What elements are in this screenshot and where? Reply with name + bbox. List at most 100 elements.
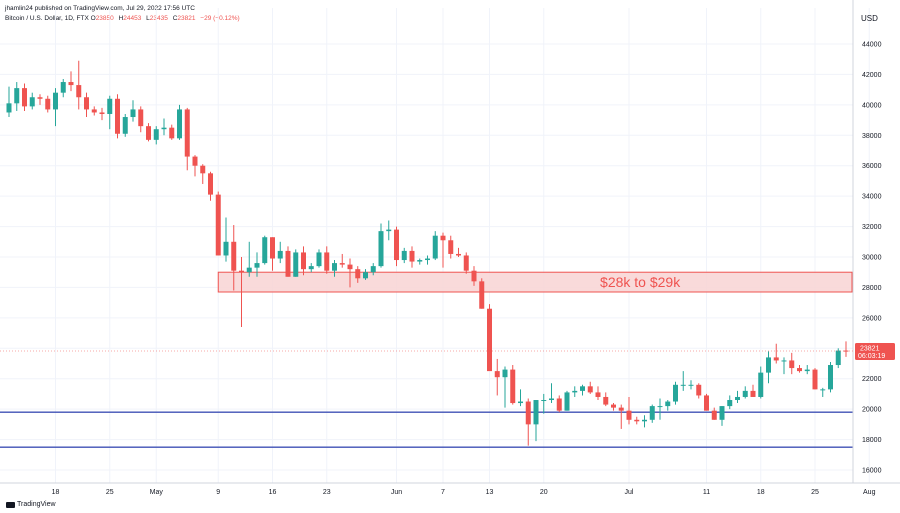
candle[interactable] — [45, 95, 51, 113]
candle[interactable] — [91, 106, 97, 116]
candle[interactable] — [293, 249, 299, 277]
candle[interactable] — [339, 253, 345, 268]
candle[interactable] — [642, 415, 647, 428]
candle[interactable] — [665, 400, 671, 411]
candle[interactable] — [239, 257, 244, 327]
candle[interactable] — [53, 88, 58, 127]
candle[interactable] — [456, 247, 461, 257]
candle[interactable] — [425, 255, 430, 265]
candle[interactable] — [510, 365, 516, 405]
candle[interactable] — [192, 155, 198, 177]
candle[interactable] — [29, 92, 35, 110]
candle[interactable] — [556, 395, 562, 413]
candle[interactable] — [618, 404, 624, 429]
candle[interactable] — [564, 390, 570, 411]
candle[interactable] — [487, 304, 492, 372]
candle[interactable] — [386, 220, 392, 241]
candle[interactable] — [572, 386, 578, 397]
candle[interactable] — [200, 164, 206, 184]
candle[interactable] — [99, 107, 105, 121]
candle[interactable] — [471, 266, 477, 286]
candle[interactable] — [270, 237, 275, 271]
candle[interactable] — [432, 231, 438, 261]
candle[interactable] — [649, 404, 655, 423]
candle[interactable] — [634, 416, 640, 425]
candle[interactable] — [843, 341, 849, 357]
candle[interactable] — [541, 393, 547, 414]
candle[interactable] — [409, 246, 415, 268]
candle[interactable] — [719, 406, 725, 426]
candle[interactable] — [169, 124, 175, 140]
candle[interactable] — [804, 365, 810, 375]
candle[interactable] — [262, 235, 268, 265]
candle[interactable] — [394, 226, 399, 267]
candle[interactable] — [254, 252, 260, 277]
candle[interactable] — [153, 126, 159, 145]
candle[interactable] — [750, 384, 756, 397]
candle[interactable] — [502, 366, 508, 408]
candle[interactable] — [611, 403, 616, 411]
candle[interactable] — [363, 269, 368, 280]
candle[interactable] — [680, 371, 686, 391]
candle[interactable] — [138, 106, 144, 133]
candle[interactable] — [533, 400, 539, 442]
candles[interactable] — [6, 60, 849, 446]
candle[interactable] — [378, 223, 384, 268]
candle[interactable] — [595, 386, 601, 401]
candle[interactable] — [177, 104, 182, 140]
candle[interactable] — [316, 249, 322, 268]
candle[interactable] — [208, 171, 213, 201]
candle[interactable] — [835, 348, 841, 369]
candle[interactable] — [37, 94, 43, 105]
candle[interactable] — [215, 191, 221, 256]
candle[interactable] — [115, 94, 120, 139]
candle[interactable] — [324, 246, 330, 274]
candle[interactable] — [773, 343, 779, 364]
candle[interactable] — [626, 396, 632, 425]
candle[interactable] — [68, 71, 74, 92]
candle[interactable] — [580, 384, 585, 396]
candle[interactable] — [603, 392, 609, 407]
candle[interactable] — [246, 241, 252, 277]
candle[interactable] — [727, 395, 733, 410]
candle[interactable] — [347, 258, 353, 288]
candle[interactable] — [417, 258, 423, 265]
candle[interactable] — [301, 246, 306, 276]
candle[interactable] — [494, 358, 500, 396]
candle[interactable] — [673, 381, 678, 405]
candle[interactable] — [696, 383, 702, 399]
candle[interactable] — [797, 365, 802, 373]
candle[interactable] — [146, 123, 151, 142]
candle[interactable] — [525, 398, 531, 446]
candle[interactable] — [479, 278, 485, 309]
candle[interactable] — [332, 260, 337, 277]
candle[interactable] — [812, 368, 818, 390]
candle[interactable] — [448, 235, 454, 259]
candle[interactable] — [76, 60, 82, 110]
candle[interactable] — [130, 100, 136, 122]
candle[interactable] — [401, 247, 407, 264]
candle[interactable] — [60, 78, 66, 98]
candle[interactable] — [84, 92, 89, 118]
candle[interactable] — [122, 113, 128, 137]
candle[interactable] — [14, 82, 20, 111]
candle[interactable] — [766, 351, 771, 384]
candle[interactable] — [758, 366, 764, 399]
candle[interactable] — [223, 217, 229, 262]
candle[interactable] — [6, 86, 12, 118]
candle[interactable] — [549, 383, 554, 404]
candle[interactable] — [184, 107, 190, 171]
candle[interactable] — [587, 381, 593, 394]
candle[interactable] — [789, 352, 795, 375]
candle[interactable] — [308, 263, 314, 273]
candle[interactable] — [518, 389, 523, 407]
candle[interactable] — [463, 252, 469, 274]
candle[interactable] — [711, 407, 717, 420]
candle[interactable] — [440, 232, 446, 268]
candle[interactable] — [161, 118, 167, 136]
candle[interactable] — [22, 83, 27, 111]
candle[interactable] — [355, 266, 361, 283]
candle[interactable] — [107, 95, 113, 130]
candle[interactable] — [657, 398, 663, 420]
